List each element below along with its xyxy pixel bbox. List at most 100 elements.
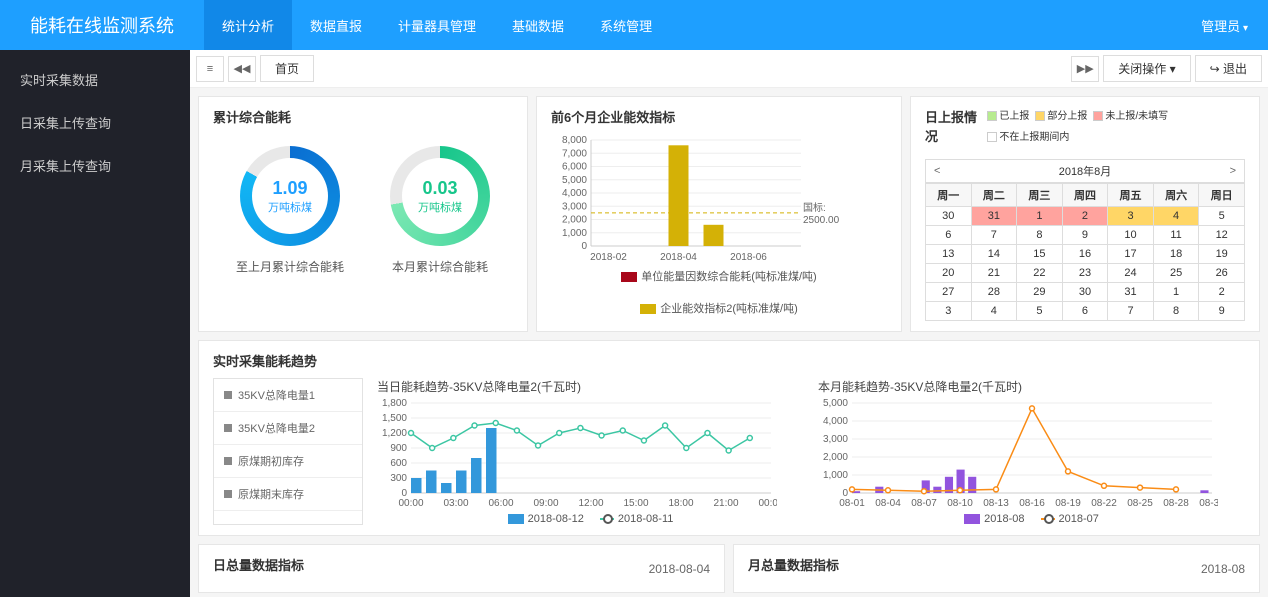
nav-item[interactable]: 数据直报 bbox=[292, 0, 380, 50]
tab-home[interactable]: 首页 bbox=[260, 55, 314, 82]
calendar-day[interactable]: 16 bbox=[1062, 245, 1108, 264]
card-title: 日上报情况 bbox=[925, 107, 987, 145]
calendar-day[interactable]: 31 bbox=[971, 207, 1017, 226]
series-item[interactable]: 35KV总降电量1 bbox=[214, 379, 362, 412]
calendar-day[interactable]: 14 bbox=[971, 245, 1017, 264]
calendar-day[interactable]: 9 bbox=[1199, 302, 1245, 321]
calendar-day[interactable]: 1 bbox=[1153, 283, 1199, 302]
svg-text:08-28: 08-28 bbox=[1163, 498, 1189, 509]
svg-text:2,000: 2,000 bbox=[823, 452, 848, 463]
calendar-day[interactable]: 2 bbox=[1062, 207, 1108, 226]
gauge-month: 0.03万吨标煤 本月累计综合能耗 bbox=[390, 140, 490, 275]
chart-title: 当日能耗趋势-35KV总降电量2(千瓦时) bbox=[377, 378, 804, 395]
svg-text:8,000: 8,000 bbox=[562, 135, 587, 146]
cal-next-icon[interactable]: > bbox=[1230, 165, 1236, 177]
calendar-day[interactable]: 22 bbox=[1017, 264, 1063, 283]
sidebar-item[interactable]: 实时采集数据 bbox=[0, 58, 190, 101]
series-item[interactable]: 原煤期初库存 bbox=[214, 445, 362, 478]
svg-text:2018-04: 2018-04 bbox=[660, 252, 697, 263]
gauge-cumulative: 1.09万吨标煤 至上月累计综合能耗 bbox=[236, 140, 344, 275]
calendar-day[interactable]: 19 bbox=[1199, 245, 1245, 264]
calendar-day[interactable]: 21 bbox=[971, 264, 1017, 283]
top-nav: 统计分析数据直报计量器具管理基础数据系统管理 bbox=[204, 0, 670, 50]
logout-button[interactable]: ↪ 退出 bbox=[1195, 55, 1262, 82]
card-title: 实时采集能耗趋势 bbox=[213, 351, 1245, 370]
calendar-day[interactable]: 10 bbox=[1108, 226, 1154, 245]
svg-text:15:00: 15:00 bbox=[623, 498, 648, 509]
cal-month: 2018年8月 bbox=[1059, 163, 1112, 179]
svg-text:5,000: 5,000 bbox=[562, 175, 587, 186]
tab-bar: ≡ ◀◀ 首页 ▶▶ 关闭操作 ▾ ↪ 退出 bbox=[190, 50, 1268, 88]
calendar-day[interactable]: 24 bbox=[1108, 264, 1154, 283]
nav-item[interactable]: 统计分析 bbox=[204, 0, 292, 50]
calendar-day[interactable]: 20 bbox=[926, 264, 972, 283]
svg-text:08-04: 08-04 bbox=[875, 498, 901, 509]
calendar-day[interactable]: 4 bbox=[971, 302, 1017, 321]
svg-text:03:00: 03:00 bbox=[443, 498, 468, 509]
calendar-day[interactable]: 5 bbox=[1017, 302, 1063, 321]
svg-text:2018-06: 2018-06 bbox=[730, 252, 767, 263]
svg-text:06:00: 06:00 bbox=[488, 498, 513, 509]
svg-text:08-25: 08-25 bbox=[1127, 498, 1153, 509]
calendar-day[interactable]: 29 bbox=[1017, 283, 1063, 302]
calendar-day[interactable]: 15 bbox=[1017, 245, 1063, 264]
svg-text:5,000: 5,000 bbox=[823, 399, 848, 409]
tab-next-icon[interactable]: ▶▶ bbox=[1071, 56, 1099, 82]
svg-text:1,000: 1,000 bbox=[823, 470, 848, 481]
calendar-day[interactable]: 27 bbox=[926, 283, 972, 302]
svg-text:08-31: 08-31 bbox=[1199, 498, 1218, 509]
svg-text:08-16: 08-16 bbox=[1019, 498, 1045, 509]
user-menu[interactable]: 管理员 bbox=[1181, 16, 1268, 35]
svg-text:3,000: 3,000 bbox=[562, 201, 587, 212]
calendar-day[interactable]: 17 bbox=[1108, 245, 1154, 264]
nav-item[interactable]: 系统管理 bbox=[582, 0, 670, 50]
calendar-day[interactable]: 8 bbox=[1017, 226, 1063, 245]
calendar-day[interactable]: 3 bbox=[926, 302, 972, 321]
calendar-day[interactable]: 13 bbox=[926, 245, 972, 264]
calendar-day[interactable]: 7 bbox=[971, 226, 1017, 245]
svg-text:1,000: 1,000 bbox=[562, 228, 587, 239]
series-item[interactable]: 原煤期末库存 bbox=[214, 478, 362, 511]
calendar-day[interactable]: 28 bbox=[971, 283, 1017, 302]
svg-text:国标:: 国标: bbox=[803, 202, 826, 214]
tab-close-ops[interactable]: 关闭操作 ▾ bbox=[1103, 55, 1190, 82]
svg-text:900: 900 bbox=[390, 443, 407, 454]
cal-prev-icon[interactable]: < bbox=[934, 165, 940, 177]
calendar-day[interactable]: 1 bbox=[1017, 207, 1063, 226]
calendar-day[interactable]: 30 bbox=[1062, 283, 1108, 302]
calendar-day[interactable]: 8 bbox=[1153, 302, 1199, 321]
calendar-day[interactable]: 31 bbox=[1108, 283, 1154, 302]
svg-text:08-01: 08-01 bbox=[839, 498, 865, 509]
calendar-day[interactable]: 30 bbox=[926, 207, 972, 226]
tab-prev-icon[interactable]: ◀◀ bbox=[228, 56, 256, 82]
card-title: 累计综合能耗 bbox=[213, 107, 513, 126]
calendar-day[interactable]: 7 bbox=[1108, 302, 1154, 321]
calendar-day[interactable]: 25 bbox=[1153, 264, 1199, 283]
calendar-day[interactable]: 2 bbox=[1199, 283, 1245, 302]
sidebar: 实时采集数据日采集上传查询月采集上传查询 bbox=[0, 50, 190, 597]
topbar: 能耗在线监测系统 统计分析数据直报计量器具管理基础数据系统管理 管理员 bbox=[0, 0, 1268, 50]
card-realtime-trend: 实时采集能耗趋势 35KV总降电量135KV总降电量2原煤期初库存原煤期末库存 … bbox=[198, 340, 1260, 536]
calendar-table: 周一周二周三周四周五周六周日30311234567891011121314151… bbox=[925, 183, 1245, 321]
sidebar-item[interactable]: 日采集上传查询 bbox=[0, 101, 190, 144]
svg-text:08-13: 08-13 bbox=[983, 498, 1009, 509]
calendar-day[interactable]: 3 bbox=[1108, 207, 1154, 226]
nav-item[interactable]: 计量器具管理 bbox=[380, 0, 494, 50]
calendar-day[interactable]: 9 bbox=[1062, 226, 1108, 245]
svg-text:08-19: 08-19 bbox=[1055, 498, 1081, 509]
calendar-day[interactable]: 12 bbox=[1199, 226, 1245, 245]
nav-item[interactable]: 基础数据 bbox=[494, 0, 582, 50]
calendar-day[interactable]: 26 bbox=[1199, 264, 1245, 283]
calendar-day[interactable]: 6 bbox=[1062, 302, 1108, 321]
calendar-day[interactable]: 5 bbox=[1199, 207, 1245, 226]
calendar-day[interactable]: 11 bbox=[1153, 226, 1199, 245]
calendar-day[interactable]: 4 bbox=[1153, 207, 1199, 226]
svg-text:1,500: 1,500 bbox=[382, 413, 407, 424]
calendar-day[interactable]: 18 bbox=[1153, 245, 1199, 264]
series-item[interactable]: 35KV总降电量2 bbox=[214, 412, 362, 445]
calendar-day[interactable]: 6 bbox=[926, 226, 972, 245]
menu-toggle-icon[interactable]: ≡ bbox=[196, 56, 224, 82]
svg-text:1,200: 1,200 bbox=[382, 428, 407, 439]
sidebar-item[interactable]: 月采集上传查询 bbox=[0, 144, 190, 187]
calendar-day[interactable]: 23 bbox=[1062, 264, 1108, 283]
